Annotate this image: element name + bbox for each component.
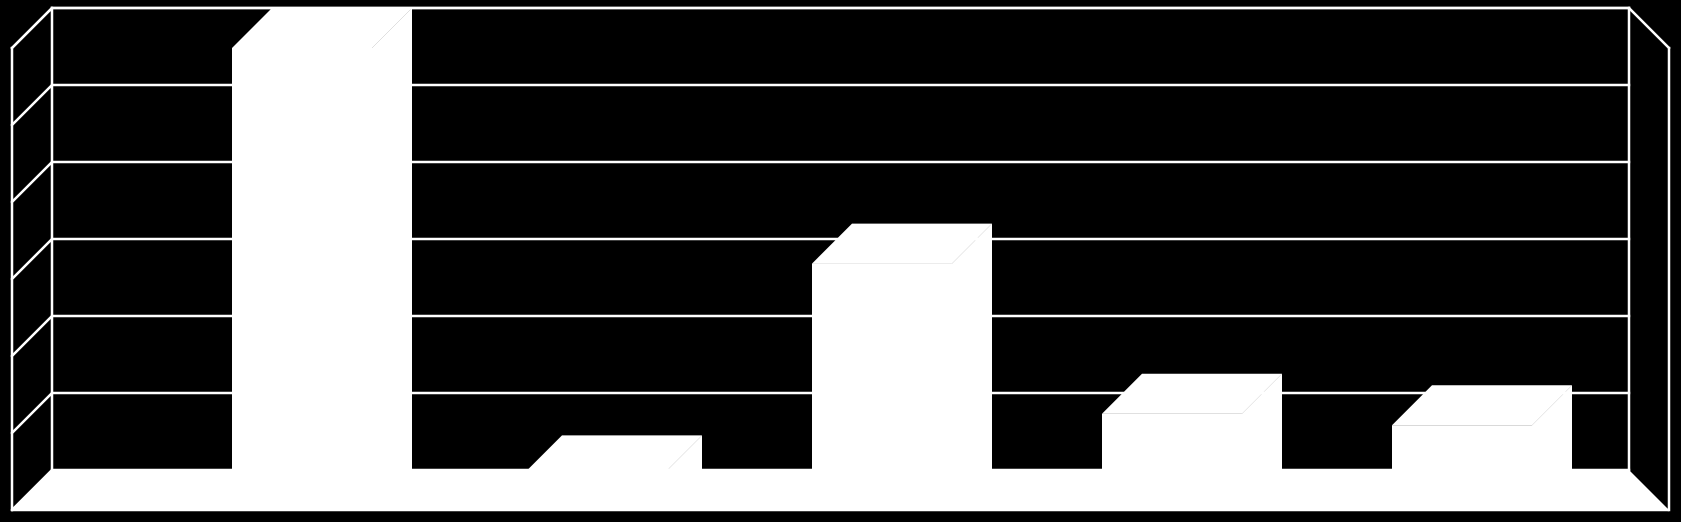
bar-front xyxy=(1392,425,1532,510)
bar-front xyxy=(1102,414,1242,510)
bar-front xyxy=(232,48,372,510)
bar-side xyxy=(372,8,412,510)
bar-front xyxy=(522,475,662,510)
bar-front xyxy=(812,264,952,510)
chart-svg xyxy=(0,0,1681,522)
bar-3d-chart xyxy=(0,0,1681,522)
bar-side xyxy=(952,224,992,510)
